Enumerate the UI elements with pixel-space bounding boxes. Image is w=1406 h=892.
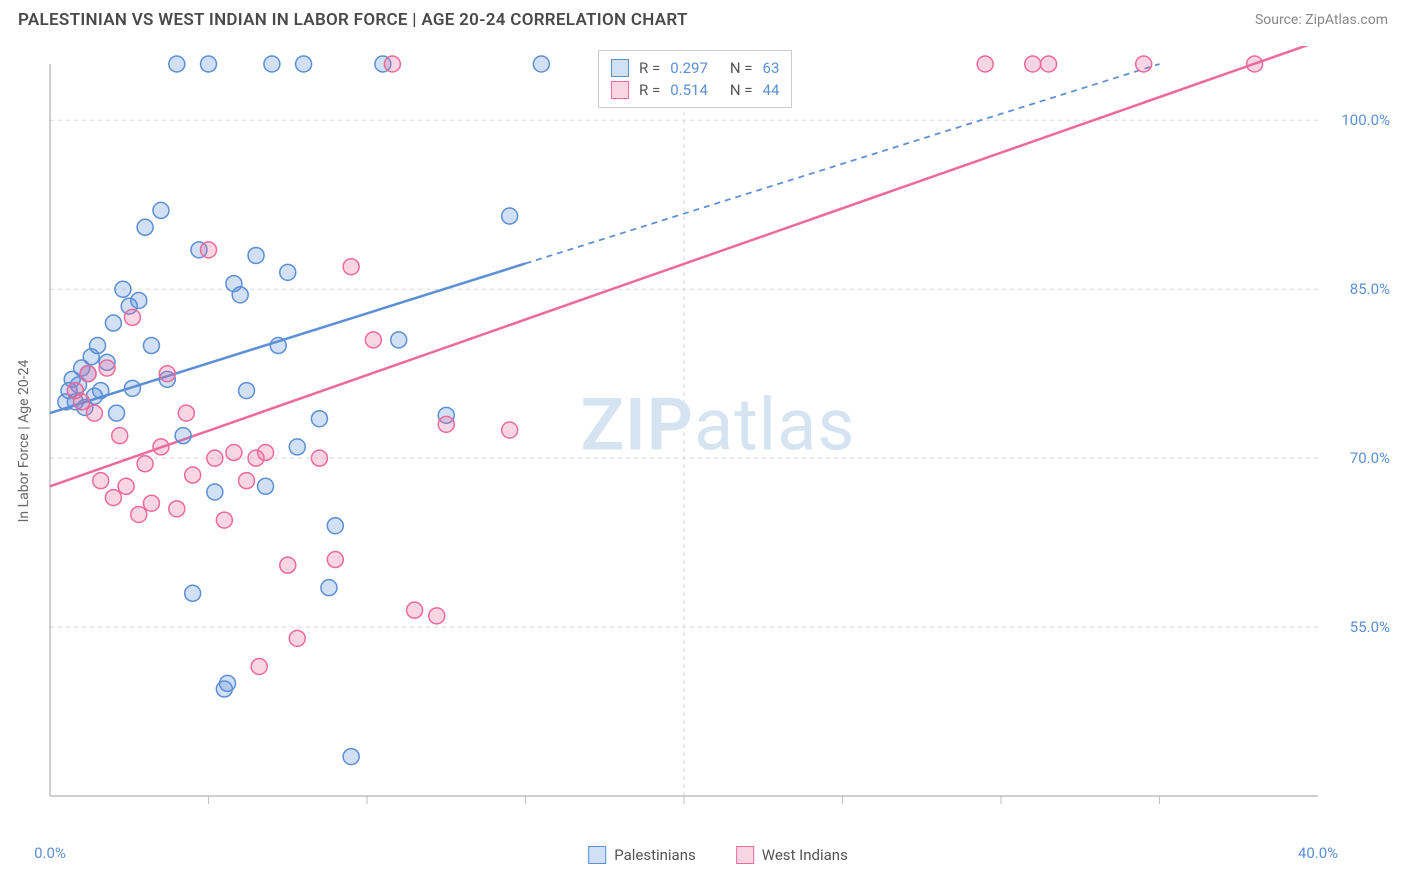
chart-source: Source: ZipAtlas.com [1255, 12, 1388, 28]
legend-swatch [736, 846, 754, 864]
series-legend-item: Palestinians [588, 846, 696, 864]
legend-r-label: R = [639, 59, 660, 77]
legend-r-label: R = [639, 81, 660, 99]
correlation-legend: R = 0.297 N = 63 R = 0.514 N = 44 [598, 50, 792, 108]
legend-swatch [611, 81, 629, 99]
legend-n-value: 44 [763, 81, 780, 99]
legend-n-label: N = [730, 59, 753, 77]
y-tick-label: 85.0% [1350, 280, 1390, 298]
x-tick-label: 40.0% [1298, 844, 1338, 862]
chart-area: In Labor Force | Age 20-24 ZIPatlas R = … [48, 46, 1388, 836]
legend-n-label: N = [730, 81, 753, 99]
y-tick-label: 55.0% [1350, 618, 1390, 636]
legend-n-value: 63 [763, 59, 780, 77]
scatter-plot [48, 46, 1388, 806]
series-legend-item: West Indians [736, 846, 848, 864]
legend-r-value: 0.514 [670, 81, 708, 99]
series-legend: Palestinians West Indians [588, 846, 848, 864]
y-axis-label: In Labor Force | Age 20-24 [16, 360, 32, 523]
chart-title: PALESTINIAN VS WEST INDIAN IN LABOR FORC… [18, 10, 688, 30]
legend-row: R = 0.514 N = 44 [611, 79, 779, 101]
y-tick-label: 70.0% [1350, 449, 1390, 467]
y-tick-label: 100.0% [1341, 111, 1390, 129]
series-name: West Indians [762, 846, 848, 864]
x-tick-label: 0.0% [34, 844, 66, 862]
chart-header: PALESTINIAN VS WEST INDIAN IN LABOR FORC… [0, 0, 1406, 38]
legend-swatch [611, 59, 629, 77]
legend-r-value: 0.297 [670, 59, 708, 77]
legend-swatch [588, 846, 606, 864]
series-name: Palestinians [614, 846, 696, 864]
legend-row: R = 0.297 N = 63 [611, 57, 779, 79]
